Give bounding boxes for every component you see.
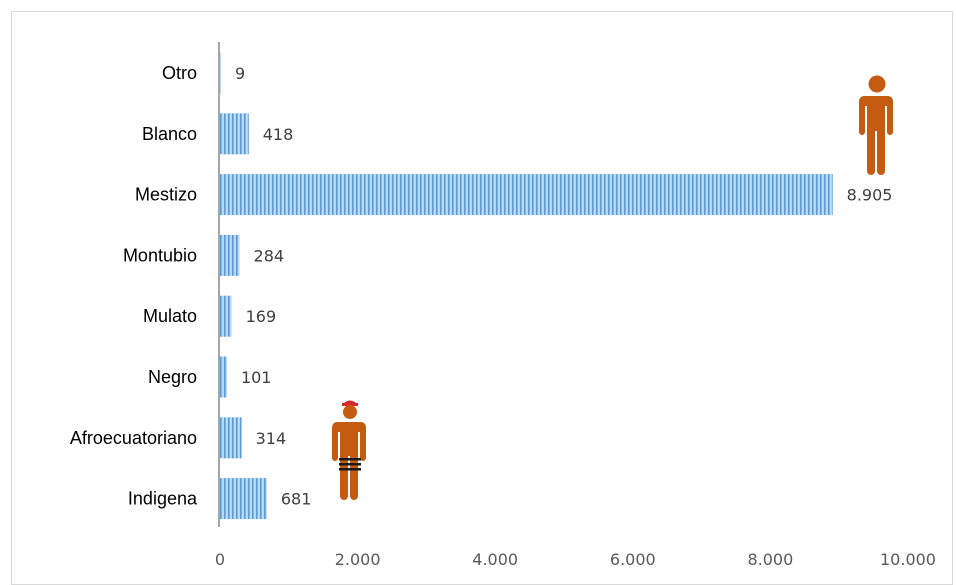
category-labels: Otro Blanco Mestizo Montubio Mulato Negro Afro… [70,63,198,509]
bar-montubio [220,234,240,276]
category-label: Blanco [142,124,197,144]
category-label: Montubio [123,245,197,265]
bars-group [220,52,833,520]
bar-blanco [220,113,249,155]
category-label: Indigena [128,489,198,509]
value-label: 9 [235,64,245,83]
person-icon [859,75,893,175]
value-label: 8.905 [847,186,893,205]
category-label: Negro [148,367,197,387]
value-label: 284 [254,246,285,265]
bar-mulato [220,295,232,337]
category-label: Afroecuatoriano [70,428,197,448]
bar-afroecuatoriano [220,417,242,459]
indigenous-person-icon [332,400,366,500]
chart-frame [11,11,953,585]
x-tick-label: 10.000 [880,550,936,569]
value-label: 101 [241,368,272,387]
value-label: 418 [263,125,294,144]
category-label: Mestizo [135,185,197,205]
value-label: 681 [281,490,312,509]
value-label: 169 [246,307,277,326]
x-tick-label: 4.000 [472,550,518,569]
category-label: Mulato [143,306,197,326]
x-tick-labels: 0 2.000 4.000 6.000 8.000 10.000 [215,550,936,569]
bar-otro [220,52,221,94]
x-tick-label: 0 [215,550,225,569]
bar-negro [220,356,227,398]
bar-indigena [220,478,267,520]
value-label: 314 [256,429,287,448]
x-tick-label: 6.000 [610,550,656,569]
category-label: Otro [162,63,197,83]
x-tick-label: 8.000 [747,550,793,569]
value-labels: 9 418 8.905 284 169 101 314 681 [235,64,892,509]
bar-mestizo [220,174,833,216]
x-tick-label: 2.000 [335,550,381,569]
